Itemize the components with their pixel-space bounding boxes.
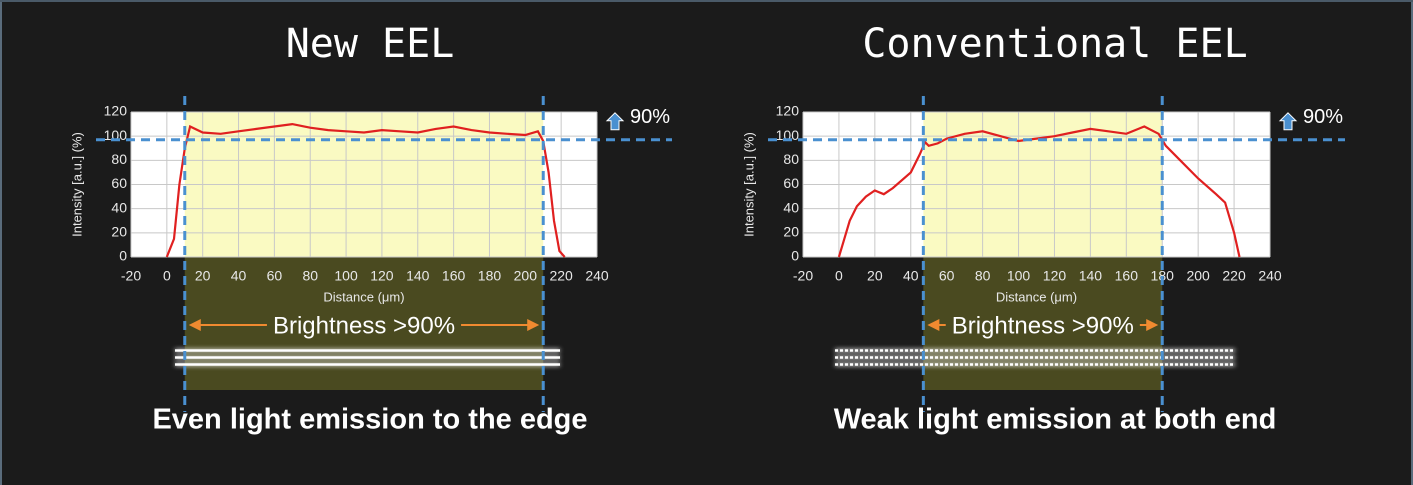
y-tick-label: 120 <box>776 103 800 119</box>
x-tick-label: 80 <box>975 268 991 284</box>
x-tick-label: 200 <box>1186 268 1210 284</box>
frame-edge <box>0 0 1413 2</box>
x-tick-label: 60 <box>939 268 955 284</box>
y-tick-label: 20 <box>111 224 127 240</box>
threshold-label: 90% <box>630 106 670 128</box>
y-tick-label: 80 <box>783 151 799 167</box>
x-tick-label: 20 <box>867 268 883 284</box>
x-axis-label: Distance (μm) <box>996 289 1077 304</box>
chart-title: Conventional EEL <box>862 21 1247 67</box>
y-tick-label: 0 <box>791 248 799 264</box>
x-tick-label: 220 <box>1222 268 1246 284</box>
x-tick-label: 140 <box>1079 268 1103 284</box>
x-tick-label: 0 <box>163 268 171 284</box>
x-tick-label: 120 <box>1043 268 1067 284</box>
y-tick-label: 40 <box>783 199 799 215</box>
y-axis-label: Intensity [a.u.] (%) <box>69 132 84 237</box>
caption: Weak light emission at both end <box>834 404 1277 436</box>
x-tick-label: -20 <box>121 268 141 284</box>
x-tick-label: 100 <box>1007 268 1031 284</box>
x-tick-label: 80 <box>302 268 318 284</box>
y-tick-label: 80 <box>111 151 127 167</box>
band-label: Brightness >90% <box>273 312 455 339</box>
x-tick-label: 140 <box>406 268 430 284</box>
x-tick-label: -20 <box>793 268 813 284</box>
y-tick-label: 120 <box>104 103 128 119</box>
x-tick-label: 160 <box>442 268 466 284</box>
x-tick-label: 100 <box>334 268 358 284</box>
frame-edge <box>0 0 2 485</box>
y-axis-label: Intensity [a.u.] (%) <box>741 132 756 237</box>
page: New EEL-20020406080100120140160180200220… <box>0 0 1413 485</box>
x-tick-label: 240 <box>1258 268 1282 284</box>
y-tick-label: 20 <box>783 224 799 240</box>
y-tick-label: 60 <box>111 175 127 191</box>
y-tick-label: 40 <box>111 199 127 215</box>
x-tick-label: 220 <box>549 268 573 284</box>
y-tick-label: 60 <box>783 175 799 191</box>
x-tick-label: 200 <box>514 268 538 284</box>
x-tick-label: 40 <box>903 268 919 284</box>
x-tick-label: 160 <box>1115 268 1139 284</box>
threshold-label: 90% <box>1303 106 1343 128</box>
x-tick-label: 240 <box>585 268 609 284</box>
x-tick-label: 120 <box>370 268 394 284</box>
x-tick-label: 60 <box>267 268 283 284</box>
x-tick-label: 20 <box>195 268 211 284</box>
chart-title: New EEL <box>286 21 455 67</box>
x-tick-label: 180 <box>478 268 502 284</box>
y-tick-label: 0 <box>119 248 127 264</box>
band-label: Brightness >90% <box>952 312 1134 339</box>
x-tick-label: 40 <box>231 268 247 284</box>
x-axis-label: Distance (μm) <box>323 289 404 304</box>
x-tick-label: 0 <box>835 268 843 284</box>
caption: Even light emission to the edge <box>152 404 587 436</box>
